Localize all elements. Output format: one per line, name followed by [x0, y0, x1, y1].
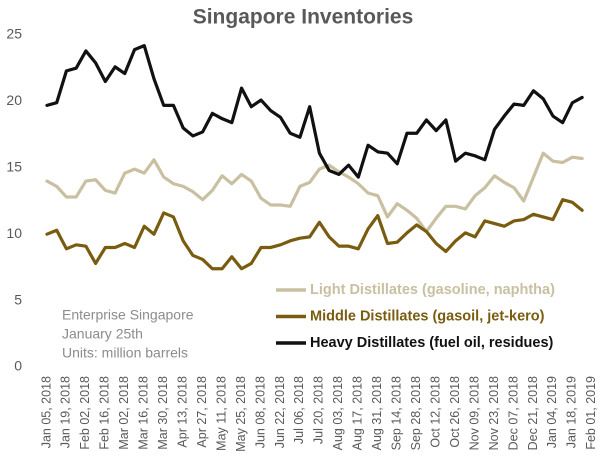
- x-tick-label: Dec 07, 2018: [506, 376, 520, 450]
- x-tick-label: Jul 06, 2018: [292, 376, 306, 444]
- x-tick-label: Oct 12, 2018: [428, 376, 442, 448]
- x-tick-label: Sep 14, 2018: [390, 376, 404, 450]
- y-tick-label: 0: [14, 358, 22, 374]
- x-tick-label: Jan 18, 2019: [565, 376, 579, 448]
- legend-label: Middle Distillates (gasoil, jet-kero): [310, 308, 545, 324]
- line-series: [45, 44, 584, 179]
- x-tick-label: Jul 20, 2018: [312, 376, 326, 444]
- x-tick-label: Mar 16, 2018: [137, 376, 151, 450]
- x-tick-label: Jun 08, 2018: [253, 376, 267, 448]
- x-tick-label: Apr 27, 2018: [195, 376, 209, 448]
- y-tick-label: 25: [6, 26, 22, 42]
- x-tick-label: Jan 19, 2018: [59, 376, 73, 448]
- x-tick-label: Jan 05, 2018: [39, 376, 53, 448]
- x-tick-label: Mar 02, 2018: [117, 376, 131, 450]
- x-tick-label: Aug 03, 2018: [331, 376, 345, 450]
- x-tick-label: Oct 26, 2018: [448, 376, 462, 448]
- y-tick-label: 10: [6, 225, 22, 241]
- annotation: Units: million barrels: [62, 345, 188, 361]
- x-tick-label: Aug 17, 2018: [351, 376, 365, 450]
- x-tick-label: Aug 31, 2018: [370, 376, 384, 450]
- legend-label: Heavy Distillates (fuel oil, residues): [310, 335, 554, 351]
- x-tick-label: Apr 13, 2018: [175, 376, 189, 448]
- y-tick-label: 20: [6, 92, 22, 108]
- y-tick-label: 15: [6, 159, 22, 175]
- line-series: [45, 198, 584, 271]
- x-tick-label: Nov 09, 2018: [467, 376, 481, 450]
- x-tick-label: Nov 23, 2018: [487, 376, 501, 450]
- x-tick-label: Feb 02, 2018: [78, 376, 92, 450]
- x-tick-label: Dec 21, 2018: [526, 376, 540, 450]
- x-tick-label: Sep 28, 2018: [409, 376, 423, 450]
- y-tick-label: 5: [14, 291, 22, 307]
- legend-label: Light Distillates (gasoline, naphtha): [310, 282, 555, 298]
- x-tick-label: Jan 04, 2019: [545, 376, 559, 448]
- x-tick-label: Jun 22, 2018: [273, 376, 287, 448]
- line-series: [45, 151, 584, 234]
- x-tick-label: Feb 01, 2019: [584, 376, 598, 450]
- x-tick-label: May 11, 2018: [214, 376, 228, 451]
- annotation: Enterprise Singapore: [62, 307, 194, 323]
- chart-title: Singapore Inventories: [193, 6, 414, 29]
- annotation: January 25th: [62, 326, 143, 342]
- x-tick-label: Feb 16, 2018: [98, 376, 112, 450]
- x-tick-label: May 25, 2018: [234, 376, 248, 452]
- x-tick-label: Mar 30, 2018: [156, 376, 170, 450]
